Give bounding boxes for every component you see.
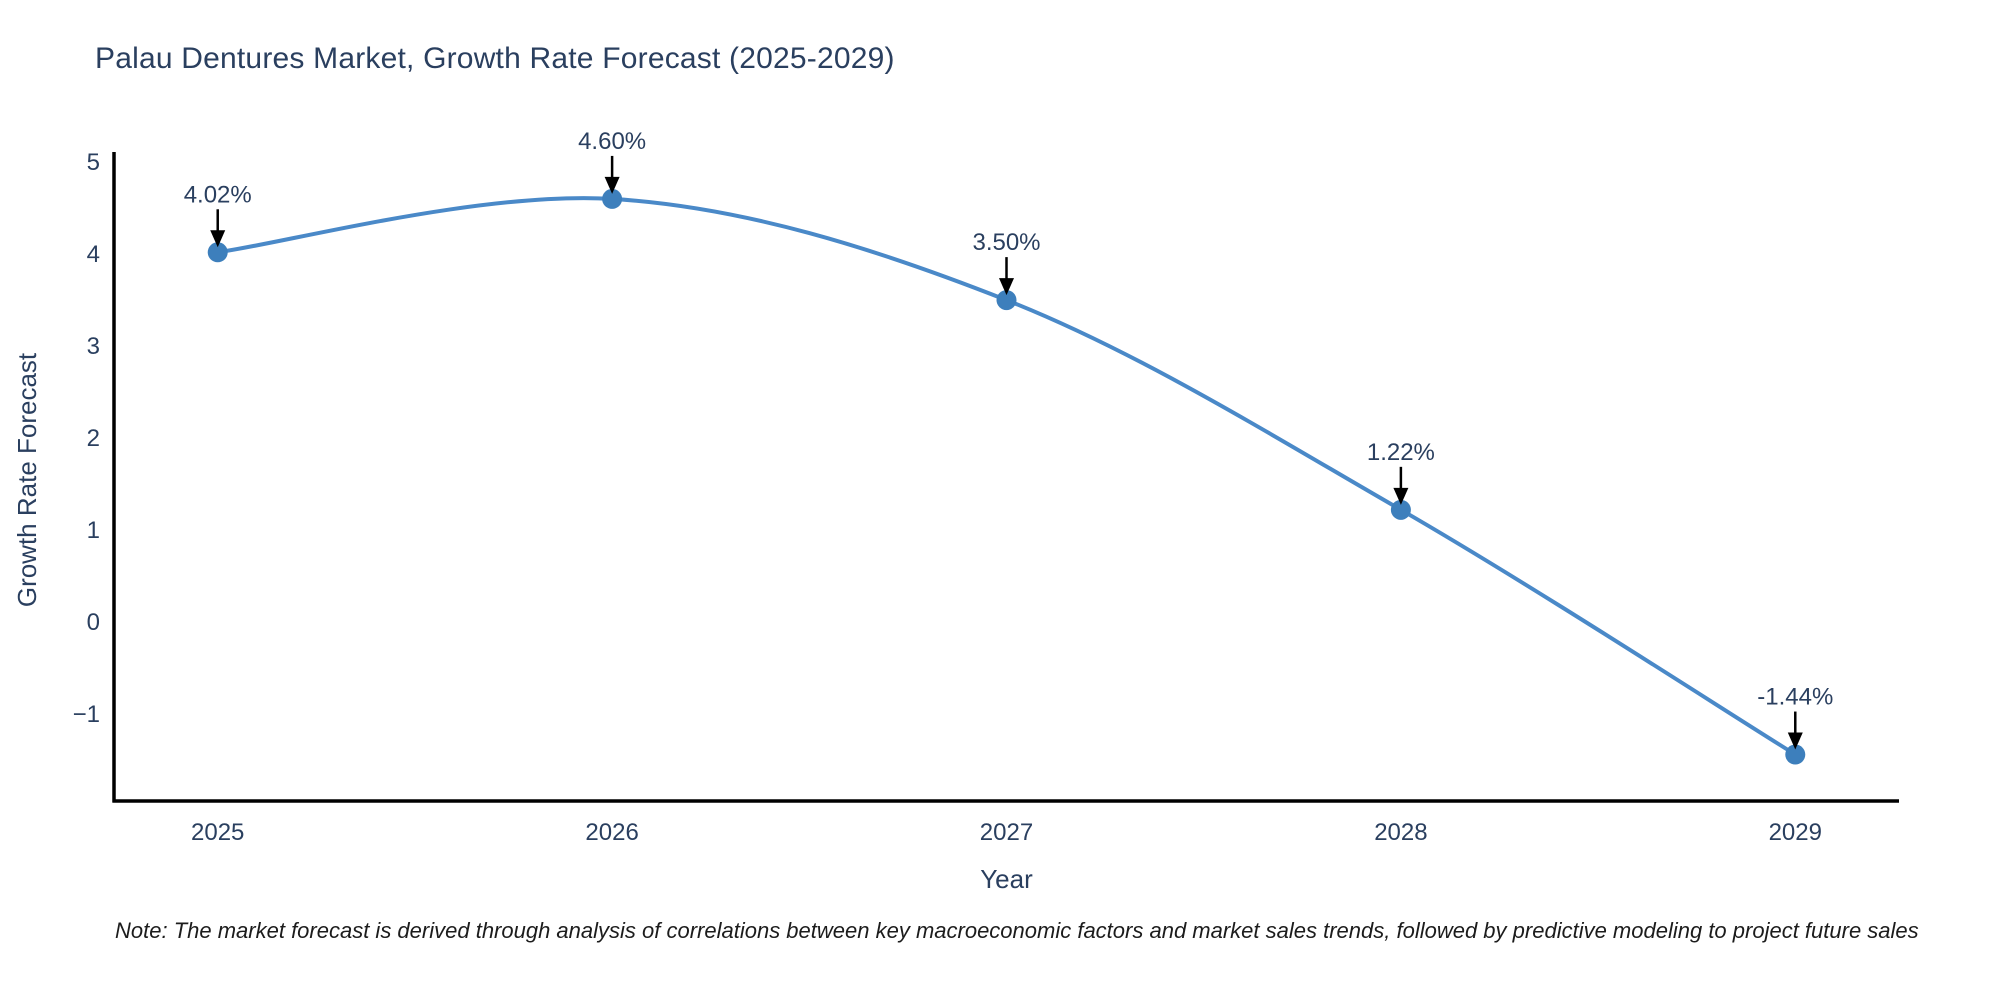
annotation-arrowhead [210,230,226,248]
x-tick-label: 2028 [1374,819,1427,846]
point-annotation-label: 1.22% [1367,439,1435,466]
data-point-marker [1785,744,1806,765]
y-tick-label: 5 [87,149,100,176]
point-annotation-label: 3.50% [972,229,1040,256]
x-tick-label: 2025 [191,819,244,846]
annotation-arrowhead [604,176,620,194]
annotation-arrowhead [999,278,1014,296]
data-point-marker [207,242,228,263]
y-axis-title: Growth Rate Forecast [12,352,42,607]
point-annotation-label: 4.02% [184,181,252,208]
x-tick-label: 2029 [1769,819,1822,846]
y-tick-label: 2 [87,425,100,452]
y-tick-label: 3 [87,333,100,360]
data-point-marker [602,188,623,209]
y-tick-label: 0 [87,609,100,636]
chart-title: Palau Dentures Market, Growth Rate Forec… [95,42,895,75]
footnote: Note: The market forecast is derived thr… [115,918,1919,943]
x-tick-label: 2027 [980,819,1033,846]
x-tick-label: 2026 [585,819,638,846]
annotation-arrowhead [1393,487,1409,505]
point-annotation-label: 4.60% [578,128,646,155]
point-annotation-label: -1.44% [1757,684,1833,711]
annotation-arrowhead [1787,732,1803,750]
y-tick-label: 1 [87,517,100,544]
data-point-marker [1390,499,1411,520]
x-axis-title: Year [980,864,1033,894]
data-point-marker [996,290,1017,311]
y-tick-label: −1 [73,701,100,728]
y-tick-label: 4 [87,241,100,268]
